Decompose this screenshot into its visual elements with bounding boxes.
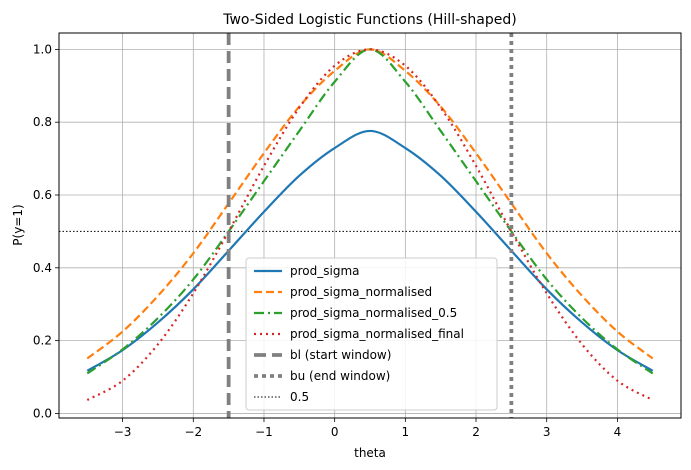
plot-frame bbox=[58, 32, 682, 419]
chart-title: Two-Sided Logistic Functions (Hill-shape… bbox=[222, 12, 517, 28]
legend-label-prod-sigma-normalised: prod_sigma_normalised bbox=[290, 285, 432, 299]
y-tick-label: 0.2 bbox=[33, 334, 52, 348]
x-tick-label: 3 bbox=[543, 425, 551, 439]
legend-box bbox=[245, 257, 498, 411]
x-tick-label: −2 bbox=[184, 425, 202, 439]
x-tick-label: 2 bbox=[472, 425, 480, 439]
y-axis-label: P(y=1) bbox=[11, 204, 25, 245]
x-axis-label: theta bbox=[354, 446, 386, 460]
legend-label-bl-start-window: bl (start window) bbox=[290, 348, 391, 362]
legend-label-0-5: 0.5 bbox=[290, 390, 309, 404]
plot-lines bbox=[59, 33, 681, 418]
y-tick-label: 0.6 bbox=[33, 188, 52, 202]
legend-label-bu-end-window: bu (end window) bbox=[290, 369, 390, 383]
legend-label-prod-sigma: prod_sigma bbox=[290, 264, 360, 278]
legend: prod_sigma prod_sigma_normalised prod_sigm… bbox=[245, 257, 498, 411]
x-tick-label: −3 bbox=[114, 425, 132, 439]
series-line-prod-sigma-normalised-0-5 bbox=[86, 48, 654, 375]
axis-ticks: −3 −2 −1 0 1 2 3 4 0.0 0.2 0.4 0.6 0.8 1.0 bbox=[33, 42, 621, 439]
series-line-prod-sigma-normalised-final bbox=[86, 48, 654, 401]
x-tick-label: 0 bbox=[331, 425, 339, 439]
x-tick-label: −1 bbox=[255, 425, 273, 439]
y-tick-label: 1.0 bbox=[33, 42, 52, 56]
y-tick-label: 0.8 bbox=[33, 115, 52, 129]
x-tick-label: 1 bbox=[402, 425, 410, 439]
y-tick-label: 0.4 bbox=[33, 261, 52, 275]
x-tick-label: 4 bbox=[614, 425, 622, 439]
legend-label-prod-sigma-normalised-0-5: prod_sigma_normalised_0.5 bbox=[290, 306, 457, 320]
series-line-prod-sigma bbox=[86, 129, 654, 372]
legend-label-prod-sigma-normalised-final: prod_sigma_normalised_final bbox=[290, 327, 464, 341]
y-tick-label: 0.0 bbox=[33, 406, 52, 420]
